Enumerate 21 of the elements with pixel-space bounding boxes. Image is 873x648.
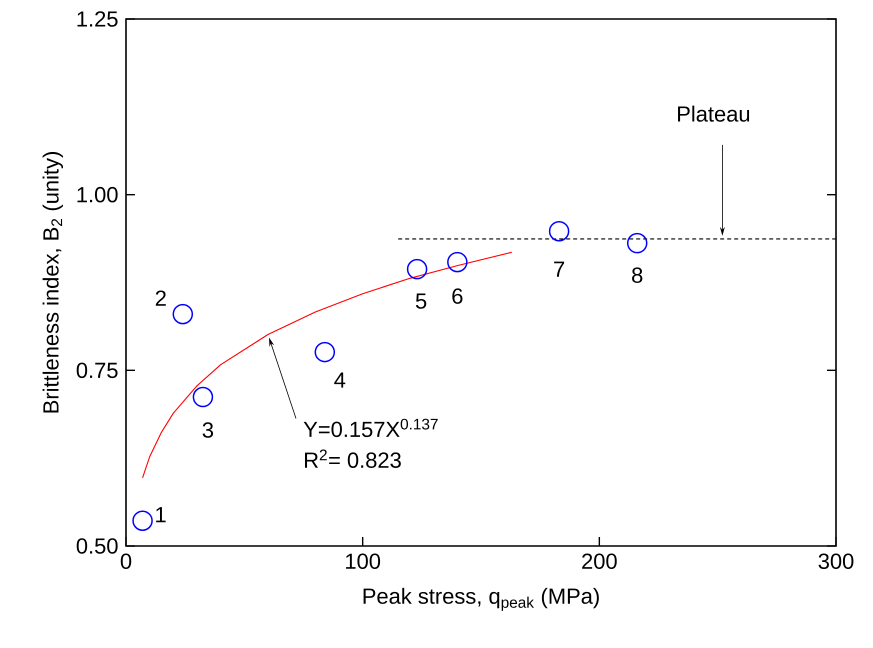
annotation: 2 [156,290,166,306]
annotation: R$^{2}$= 0.823 [305,450,401,468]
x-tick-label: 300 [818,553,854,570]
x-tick-label: 100 [346,553,380,570]
y-axis-title: Brittleness index, B$_{2}$ (unity) [42,152,64,413]
annotation: 8 [632,267,642,283]
annotation: 5 [416,294,426,309]
annotation: 6 [452,288,462,304]
annotation: Y=0.157X$^{0.137}$ [304,418,438,438]
annotation: 1 [156,507,166,522]
x-axis-title: Peak stress, q$_{peak}$ (MPa) [364,588,599,611]
x-tick-label: 0 [120,553,132,570]
y-tick-label: 0.75 [76,362,118,378]
y-tick-label: 1.25 [78,11,118,27]
y-tick-label: 1.00 [78,186,118,202]
annotation: 7 [554,262,564,277]
annotation: 3 [202,422,214,438]
annotation: 4 [334,372,346,388]
annotation: Plateau [678,106,750,122]
y-tick-label: 0.50 [76,538,118,554]
x-tick-label: 200 [582,553,617,570]
